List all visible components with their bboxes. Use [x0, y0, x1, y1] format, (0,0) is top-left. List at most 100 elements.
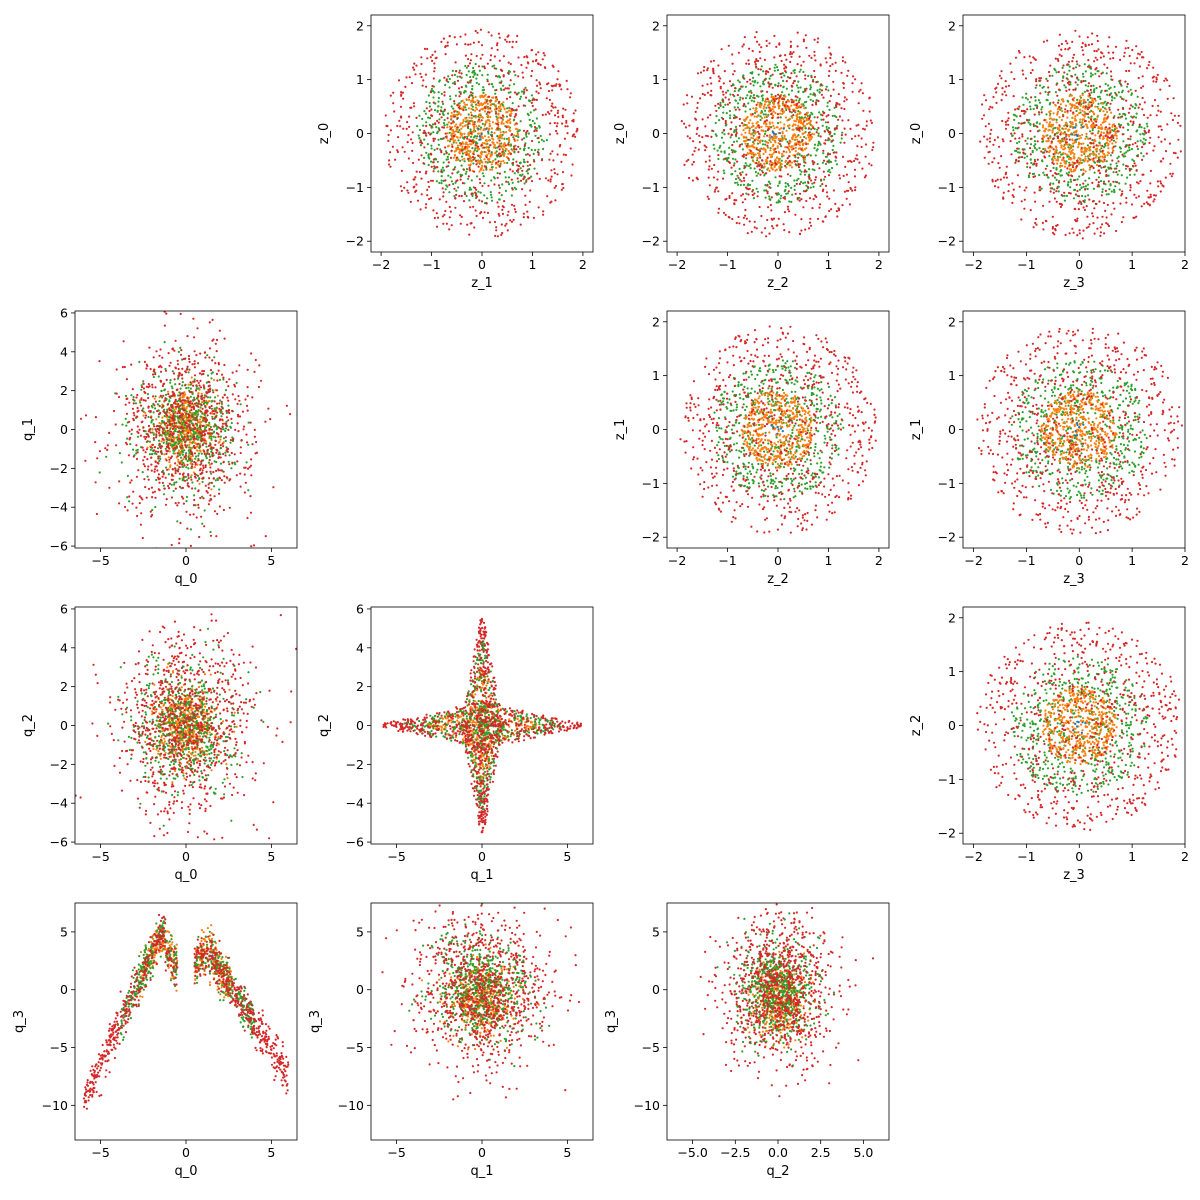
data-point — [1027, 121, 1030, 124]
data-point — [1068, 69, 1071, 72]
data-point — [796, 128, 799, 131]
data-point — [525, 89, 528, 92]
data-point — [477, 159, 480, 163]
data-point — [499, 108, 503, 111]
data-point — [1065, 77, 1068, 80]
data-point — [1162, 157, 1165, 160]
x-tick-label: 2 — [579, 257, 587, 272]
data-point — [480, 211, 483, 214]
data-point — [767, 206, 770, 209]
data-point — [419, 141, 422, 144]
data-point — [544, 113, 547, 116]
data-point — [1136, 155, 1139, 158]
data-point — [551, 89, 554, 92]
data-point — [747, 121, 751, 124]
data-point — [1103, 146, 1106, 149]
data-point — [1069, 158, 1073, 161]
data-point — [761, 117, 764, 120]
y-tick-label: 2 — [356, 18, 364, 33]
data-point — [548, 98, 552, 101]
data-point — [418, 137, 421, 140]
data-point — [1057, 99, 1060, 102]
data-point — [1111, 159, 1114, 162]
data-point — [437, 138, 440, 141]
data-point — [1012, 95, 1015, 98]
data-point — [520, 90, 524, 93]
data-point — [742, 136, 746, 139]
data-point — [459, 131, 462, 134]
data-point — [1149, 182, 1152, 185]
data-point — [818, 91, 821, 94]
data-point — [569, 92, 572, 95]
data-point — [1153, 99, 1157, 102]
data-point — [1087, 225, 1090, 228]
data-point — [502, 74, 505, 77]
data-point — [449, 95, 452, 98]
data-point — [408, 125, 411, 128]
data-point — [1044, 127, 1047, 130]
data-point — [419, 144, 422, 147]
data-point — [470, 111, 473, 114]
data-point — [524, 96, 528, 99]
data-point — [1084, 79, 1087, 83]
data-point — [548, 158, 551, 161]
data-point — [744, 162, 747, 165]
data-point — [798, 153, 801, 156]
data-point — [511, 102, 514, 105]
data-point — [797, 80, 800, 83]
data-point — [508, 109, 511, 112]
data-point — [433, 216, 436, 220]
data-point — [753, 81, 756, 84]
data-point — [736, 106, 740, 109]
data-point — [1084, 119, 1087, 123]
data-point — [691, 163, 694, 166]
data-point — [507, 61, 510, 64]
data-point — [495, 226, 498, 229]
data-point — [735, 130, 738, 133]
data-point — [447, 161, 450, 164]
data-point — [489, 144, 492, 147]
data-point — [990, 128, 993, 131]
data-point — [442, 37, 445, 40]
data-point — [827, 74, 831, 77]
data-point — [1087, 43, 1090, 47]
data-point — [802, 70, 805, 74]
data-point — [721, 90, 725, 93]
data-point — [466, 125, 470, 128]
data-point — [863, 176, 867, 179]
data-point — [794, 95, 797, 98]
data-point — [1095, 147, 1099, 150]
data-point — [455, 158, 459, 162]
data-point — [828, 209, 831, 213]
data-point — [406, 189, 409, 192]
data-point — [871, 148, 874, 152]
data-point — [1107, 180, 1110, 183]
data-point — [511, 108, 514, 111]
data-point — [1047, 129, 1050, 132]
data-point — [792, 128, 795, 131]
data-point — [521, 138, 524, 141]
data-point — [699, 97, 702, 100]
data-point — [1074, 193, 1077, 196]
data-point — [507, 71, 510, 75]
data-point — [814, 178, 817, 181]
data-point — [868, 110, 871, 113]
data-point — [1111, 151, 1114, 154]
data-point — [796, 96, 799, 99]
data-point — [1097, 181, 1100, 184]
data-point — [851, 82, 854, 85]
data-point — [1058, 105, 1061, 108]
data-point — [428, 157, 431, 160]
data-point — [1090, 84, 1093, 88]
data-point — [996, 82, 1000, 85]
data-point — [523, 55, 526, 59]
data-point — [776, 122, 780, 125]
data-point — [1143, 133, 1146, 136]
data-point — [780, 127, 783, 130]
data-point — [527, 216, 530, 219]
data-point — [486, 115, 489, 118]
data-point — [795, 143, 798, 146]
data-point — [773, 100, 776, 103]
data-point — [732, 140, 736, 143]
data-point — [752, 84, 755, 87]
